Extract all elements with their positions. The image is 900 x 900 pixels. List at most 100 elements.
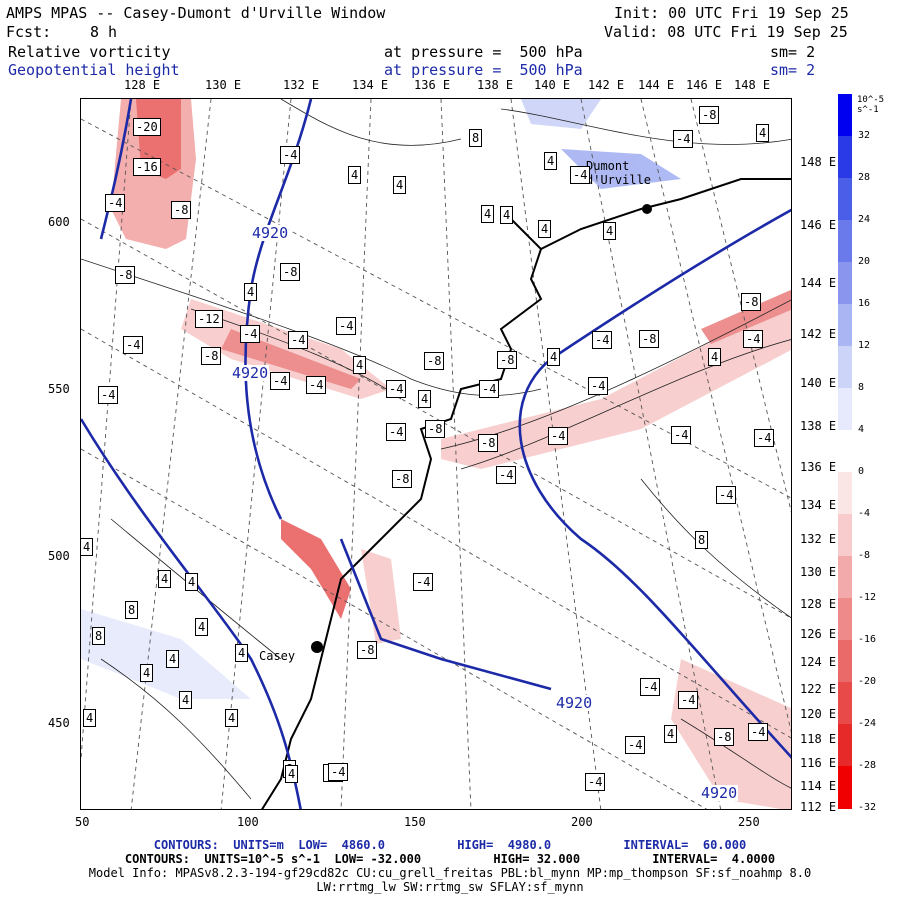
colorbar-tick-label: -4 bbox=[858, 508, 871, 519]
contours-vorticity-info: CONTOURS: UNITS=10^-5 s^-1 LOW= -32.000 … bbox=[124, 852, 776, 866]
graticule-line bbox=[81, 448, 708, 809]
vorticity-contour-label: 4 bbox=[285, 765, 299, 783]
colorbar-tick-label: 24 bbox=[858, 214, 871, 225]
field1-smoothing: sm= 2 bbox=[770, 43, 816, 61]
right-lon-label: 126 E bbox=[800, 627, 837, 641]
place-name: Dumont bbox=[586, 159, 630, 173]
vorticity-contour-label: -8 bbox=[639, 330, 660, 348]
vorticity-contour-label: 4 bbox=[756, 124, 770, 142]
x-axis-tick: 200 bbox=[571, 815, 593, 829]
coastline bbox=[261, 178, 791, 809]
colorbar-tick-label: 16 bbox=[858, 298, 871, 309]
colorbar bbox=[838, 94, 852, 809]
x-axis-tick: 100 bbox=[237, 815, 259, 829]
graticule-line bbox=[81, 99, 132, 760]
colorbar-tick-label: -28 bbox=[858, 760, 877, 771]
graticule-line bbox=[580, 99, 722, 809]
colorbar-segment bbox=[838, 556, 852, 599]
vorticity-contour-label: -4 bbox=[288, 331, 309, 349]
vorticity-contour-label: -4 bbox=[280, 146, 301, 164]
vorticity-contour-label: -12 bbox=[195, 310, 223, 328]
vorticity-contour-label: 4 bbox=[538, 220, 552, 238]
vorticity-contour-label: 4 bbox=[544, 152, 558, 170]
right-lon-label: 146 E bbox=[800, 218, 837, 232]
forecast-label: Fcst: bbox=[6, 23, 52, 41]
map-panel: Dumont d'Urville Casey bbox=[80, 98, 792, 810]
vorticity-contour-label: 8 bbox=[92, 627, 106, 645]
vorticity-contour-label: -4 bbox=[640, 678, 661, 696]
vorticity-contour-label: -8 bbox=[171, 201, 192, 219]
colorbar-tick-label: 4 bbox=[858, 424, 865, 435]
vorticity-contour-label: -20 bbox=[133, 118, 161, 136]
vorticity-band-west-core bbox=[221, 329, 361, 389]
height-contour-label: 4920 bbox=[251, 224, 290, 242]
colorbar-tick-label: 8 bbox=[858, 382, 865, 393]
coastline-path bbox=[261, 218, 543, 809]
colorbar-segment bbox=[838, 388, 852, 431]
right-lon-label: 118 E bbox=[800, 732, 837, 746]
right-lon-label: 134 E bbox=[800, 498, 837, 512]
top-lon-label: 144 E bbox=[638, 78, 675, 92]
height-contour bbox=[244, 99, 313, 520]
right-lon-label: 142 E bbox=[800, 327, 837, 341]
station-dot-casey bbox=[311, 641, 323, 653]
vorticity-contour bbox=[680, 718, 791, 789]
height-contour bbox=[518, 208, 791, 759]
field2-smoothing: sm= 2 bbox=[770, 61, 816, 79]
vorticity-contour bbox=[640, 478, 791, 619]
model-info-2: LW:rrtmg_lw SW:rrtmg_sw SFLAY:sf_mynn bbox=[316, 880, 584, 894]
vorticity-contour-label: -4 bbox=[105, 194, 126, 212]
height-contour-label: 4920 bbox=[231, 364, 270, 382]
right-lon-label: 148 E bbox=[800, 155, 837, 169]
right-lon-label: 120 E bbox=[800, 707, 837, 721]
vorticity-contour-label: 4 bbox=[185, 573, 199, 591]
field1-level: at pressure = 500 hPa bbox=[384, 43, 583, 61]
vorticity-contour-label: -4 bbox=[671, 426, 692, 444]
vorticity-contour-label: 4 bbox=[80, 538, 94, 556]
vorticity-contour-label: 4 bbox=[195, 618, 209, 636]
top-lon-label: 142 E bbox=[588, 78, 625, 92]
vorticity-contour-label: 4 bbox=[235, 644, 249, 662]
vorticity-contour-label: -4 bbox=[479, 380, 500, 398]
station-dot-dumont bbox=[642, 204, 652, 214]
top-lon-label: 128 E bbox=[124, 78, 161, 92]
vorticity-coast-casey bbox=[281, 519, 351, 619]
vorticity-contour-label: 4 bbox=[225, 709, 239, 727]
colorbar-segment bbox=[838, 94, 852, 137]
height-contour bbox=[99, 99, 133, 240]
vorticity-contour-label: -8 bbox=[280, 263, 301, 281]
vorticity-contour-label: -4 bbox=[678, 691, 699, 709]
vorticity-coast-strip bbox=[361, 549, 401, 644]
vorticity-contour-label: 4 bbox=[244, 283, 258, 301]
forecast-value: 8 h bbox=[90, 23, 118, 41]
top-lon-label: 148 E bbox=[734, 78, 771, 92]
field2-name: Geopotential height bbox=[8, 61, 180, 79]
vorticity-contour-label: 4 bbox=[353, 356, 367, 374]
colorbar-tick-label: -12 bbox=[858, 592, 877, 603]
y-axis-tick: 500 bbox=[48, 549, 70, 563]
vorticity-contour-label: 4 bbox=[158, 570, 172, 588]
vorticity-contour-label: -8 bbox=[714, 728, 735, 746]
vorticity-contour-label: -4 bbox=[625, 736, 646, 754]
x-axis-tick: 50 bbox=[75, 815, 90, 829]
y-axis-tick: 450 bbox=[48, 716, 70, 730]
y-axis-tick: 600 bbox=[48, 215, 70, 229]
colorbar-unit: 10^-5 s^-1 bbox=[857, 95, 885, 115]
vorticity-contour-label: -4 bbox=[743, 330, 764, 348]
vorticity-contour-label: -16 bbox=[133, 158, 161, 176]
y-axis-tick: 550 bbox=[48, 382, 70, 396]
coastline-path bbox=[540, 178, 791, 250]
vorticity-contour-label: -8 bbox=[497, 351, 518, 369]
right-lon-label: 122 E bbox=[800, 682, 837, 696]
vorticity-contour bbox=[500, 108, 791, 145]
vorticity-positive-dumont bbox=[561, 149, 681, 189]
vorticity-contour-label: -4 bbox=[716, 486, 737, 504]
x-axis-tick: 250 bbox=[738, 815, 760, 829]
vorticity-band-east bbox=[441, 300, 791, 469]
valid-time: Valid: 08 UTC Fri 19 Sep 25 bbox=[604, 23, 848, 41]
vorticity-contour-label: -8 bbox=[741, 293, 762, 311]
colorbar-segment bbox=[838, 640, 852, 683]
right-lon-label: 144 E bbox=[800, 276, 837, 290]
vorticity-contour-label: 8 bbox=[125, 601, 139, 619]
vorticity-contour-label: -8 bbox=[357, 641, 378, 659]
